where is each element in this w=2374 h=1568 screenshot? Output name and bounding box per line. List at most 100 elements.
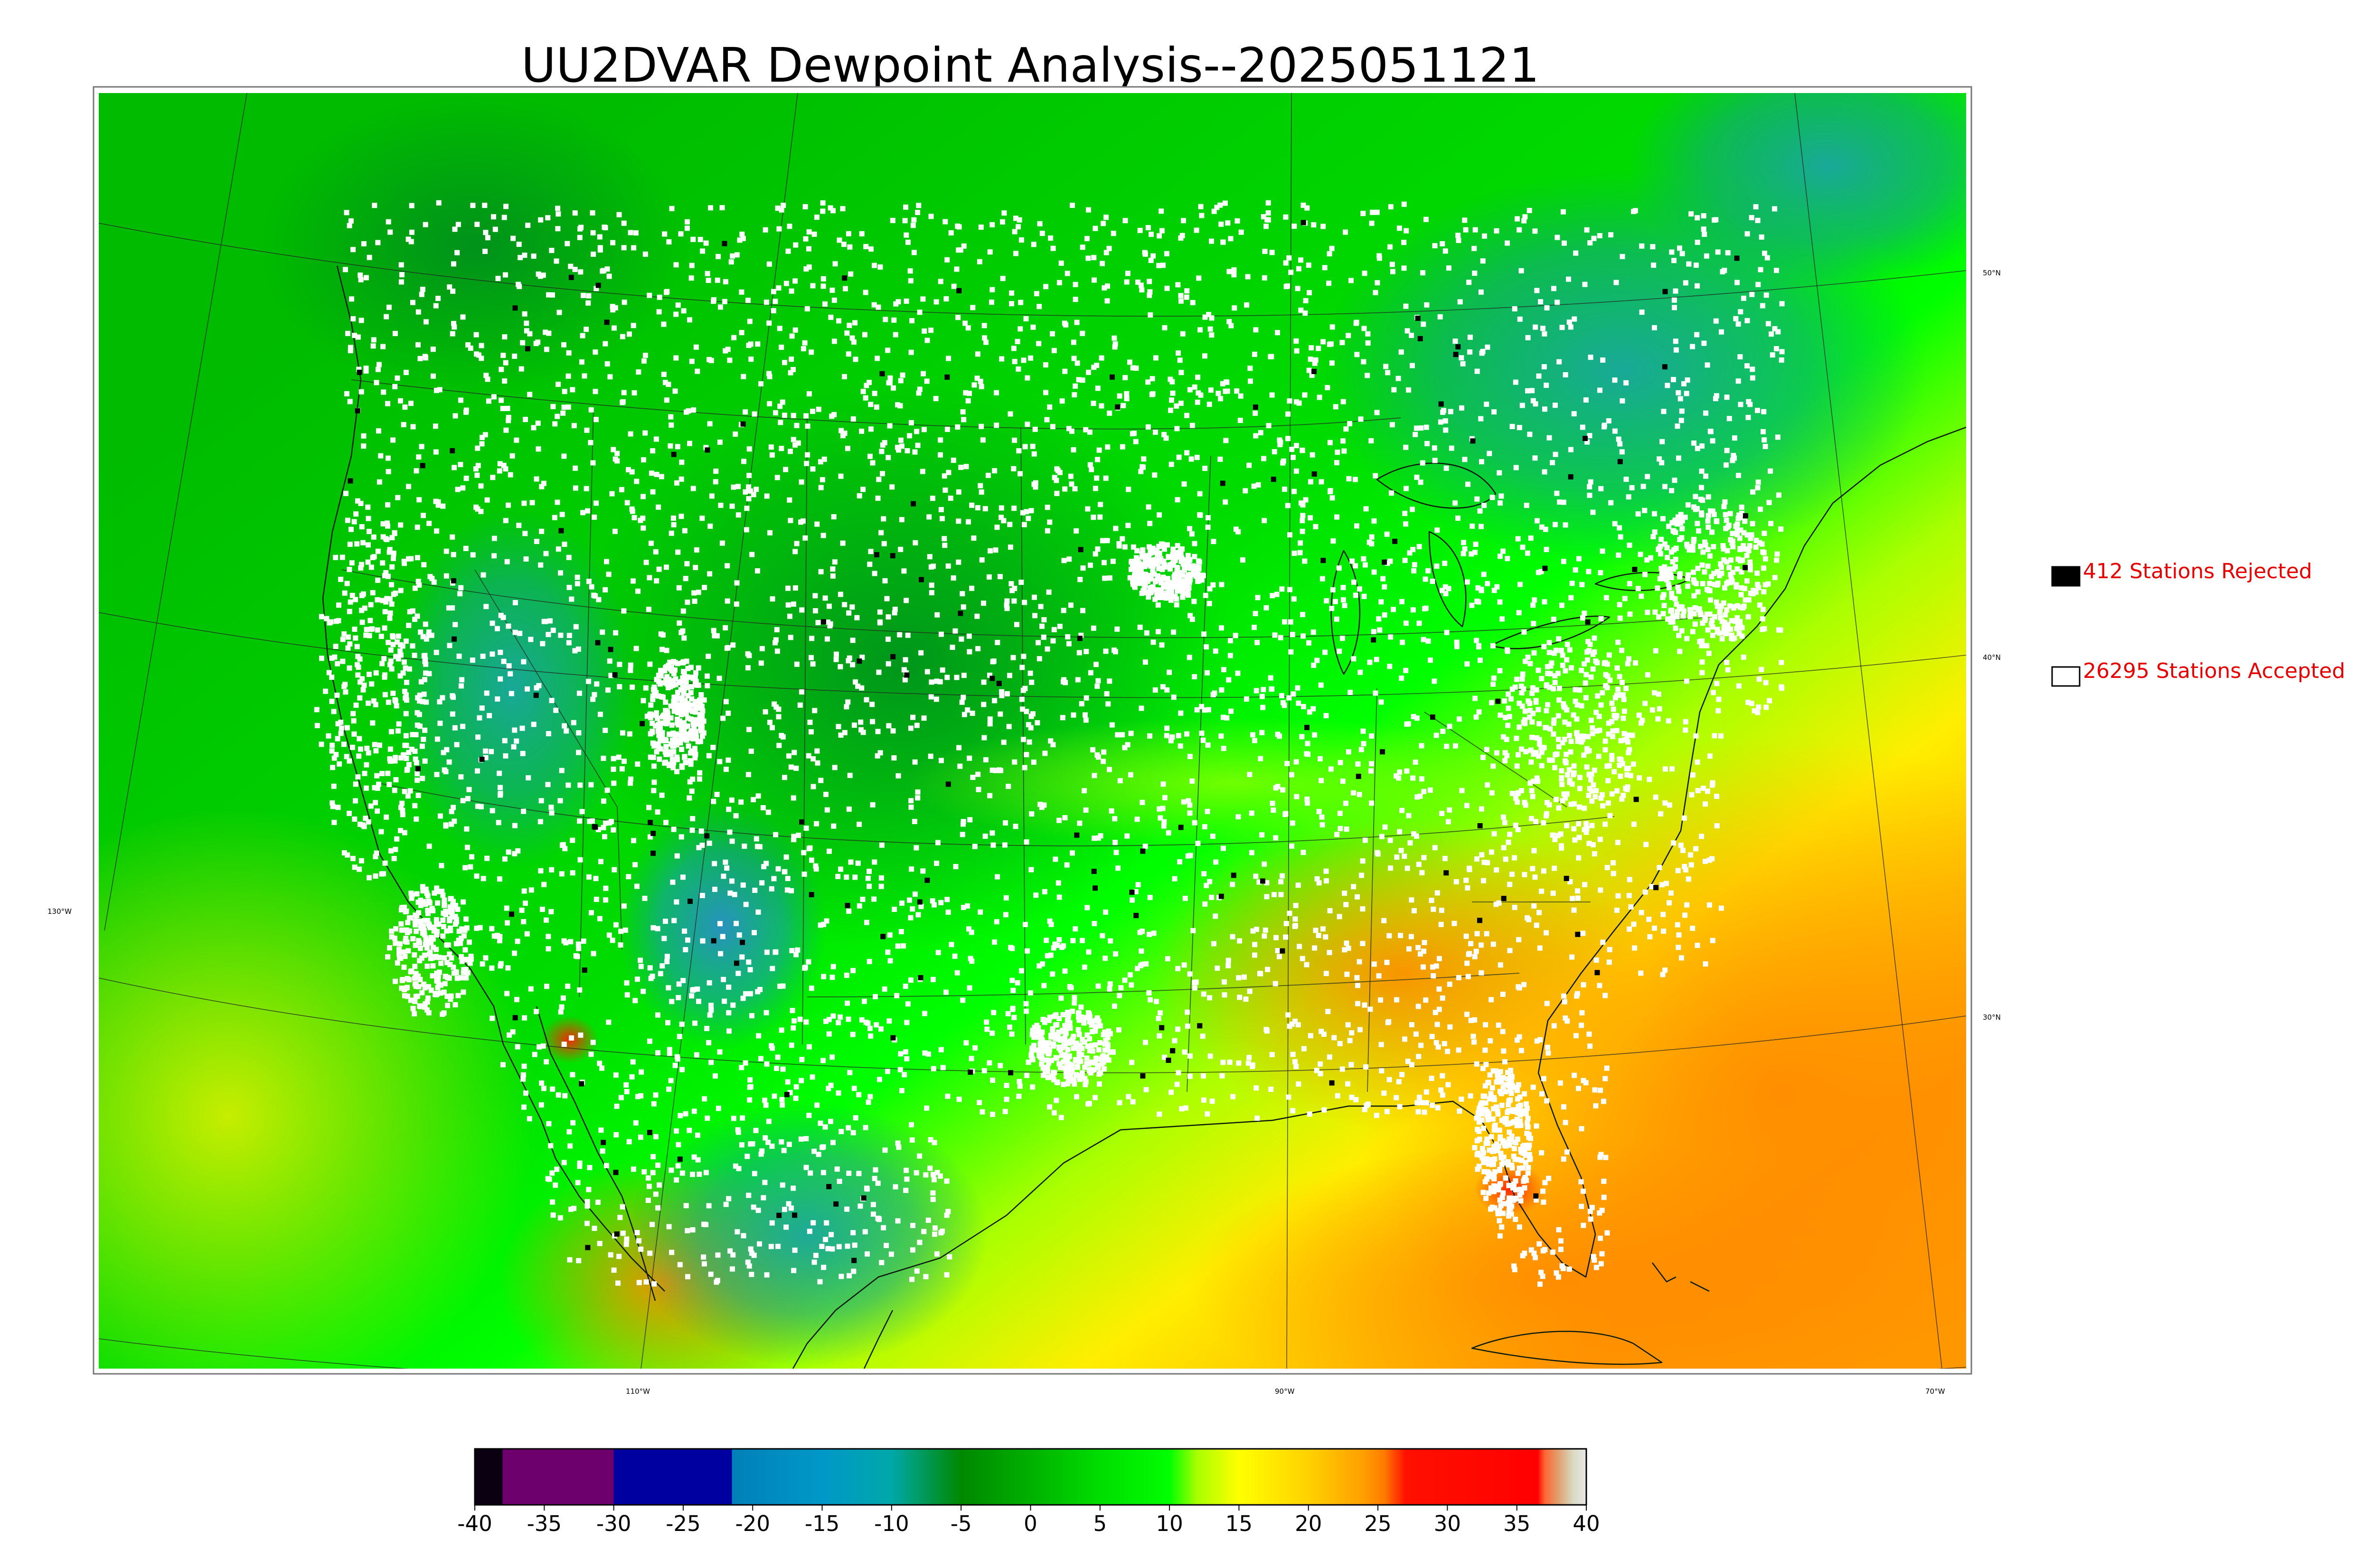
station-marker — [1003, 912, 1008, 918]
station-marker — [1342, 603, 1347, 608]
station-marker — [335, 805, 341, 810]
station-marker — [1690, 569, 1696, 575]
station-marker — [1303, 497, 1309, 503]
station-marker — [489, 965, 495, 971]
station-marker — [624, 980, 630, 986]
station-marker — [648, 976, 654, 981]
station-marker — [925, 1217, 931, 1223]
station-marker — [1078, 632, 1084, 638]
station-marker — [638, 517, 643, 523]
station-marker — [1036, 656, 1042, 662]
station-marker — [1689, 792, 1695, 798]
station-marker — [579, 359, 584, 365]
station-marker — [347, 609, 352, 614]
station-marker — [1658, 544, 1663, 549]
station-marker — [1265, 217, 1271, 223]
station-marker — [1669, 766, 1675, 772]
station-marker — [1421, 948, 1427, 954]
station-marker — [1189, 423, 1195, 428]
station-marker — [1299, 734, 1305, 740]
station-marker — [1479, 942, 1484, 948]
station-marker — [809, 636, 815, 641]
station-marker — [1385, 560, 1390, 566]
station-marker — [384, 596, 390, 601]
station-marker — [1095, 835, 1101, 841]
station-marker — [1551, 617, 1556, 622]
station-marker — [1761, 409, 1767, 414]
station-marker — [434, 921, 440, 927]
station-marker — [917, 1153, 923, 1159]
station-marker — [1009, 1031, 1015, 1037]
station-marker — [805, 452, 810, 458]
station-marker — [1517, 1224, 1522, 1230]
station-marker — [731, 484, 736, 490]
station-marker — [1491, 588, 1497, 593]
station-marker — [1695, 446, 1700, 451]
station-marker — [447, 962, 453, 967]
station-marker — [1423, 216, 1429, 222]
station-marker — [932, 1140, 937, 1145]
station-marker — [1061, 943, 1066, 948]
station-marker — [1563, 372, 1568, 377]
station-marker — [1083, 712, 1088, 718]
station-marker — [1440, 1092, 1445, 1098]
station-marker — [1378, 1042, 1384, 1047]
station-marker — [674, 480, 679, 486]
station-marker — [853, 679, 858, 685]
station-marker — [1361, 556, 1366, 562]
station-marker — [1481, 572, 1487, 577]
station-marker — [1305, 800, 1310, 806]
station-marker — [1221, 979, 1227, 985]
station-marker — [920, 469, 925, 474]
station-marker — [597, 234, 603, 240]
station-marker — [1601, 1194, 1607, 1200]
station-marker — [460, 798, 466, 804]
station-marker — [1718, 733, 1724, 739]
station-marker — [436, 200, 442, 206]
station-marker — [1584, 227, 1590, 233]
station-marker — [443, 912, 449, 918]
station-marker — [643, 685, 649, 691]
station-marker — [595, 1200, 601, 1205]
station-marker — [584, 1203, 590, 1209]
station-marker — [638, 964, 644, 969]
station-marker — [1056, 817, 1062, 823]
station-marker — [421, 513, 426, 518]
station-marker — [350, 247, 356, 253]
station-marker — [850, 968, 856, 974]
station-marker — [636, 1238, 641, 1244]
station-marker — [628, 780, 633, 786]
station-marker — [696, 845, 702, 850]
station-marker — [960, 409, 966, 414]
station-marker — [1347, 421, 1353, 426]
station-marker — [1018, 580, 1024, 585]
station-marker — [442, 897, 447, 903]
station-marker — [438, 960, 444, 966]
station-marker — [628, 667, 633, 673]
station-marker — [402, 830, 407, 836]
station-marker — [720, 934, 725, 939]
station-marker — [518, 366, 524, 372]
station-marker — [406, 666, 412, 672]
station-marker — [353, 703, 359, 708]
station-marker — [1344, 826, 1349, 832]
station-marker — [626, 1139, 632, 1145]
station-marker — [676, 585, 682, 591]
station-marker — [859, 428, 865, 434]
station-marker — [350, 855, 356, 861]
station-marker — [1000, 219, 1005, 225]
station-marker — [364, 762, 369, 768]
station-marker — [1095, 983, 1101, 989]
station-marker — [1126, 487, 1131, 492]
station-marker — [799, 607, 805, 613]
station-marker — [814, 1102, 820, 1108]
station-marker — [1438, 419, 1443, 425]
station-marker — [785, 248, 791, 254]
station-marker — [423, 621, 428, 627]
station-marker — [1059, 398, 1065, 404]
station-marker — [343, 490, 349, 496]
station-marker — [418, 923, 424, 929]
station-marker — [763, 300, 769, 305]
station-marker — [1362, 1107, 1367, 1112]
station-marker — [1698, 510, 1704, 516]
